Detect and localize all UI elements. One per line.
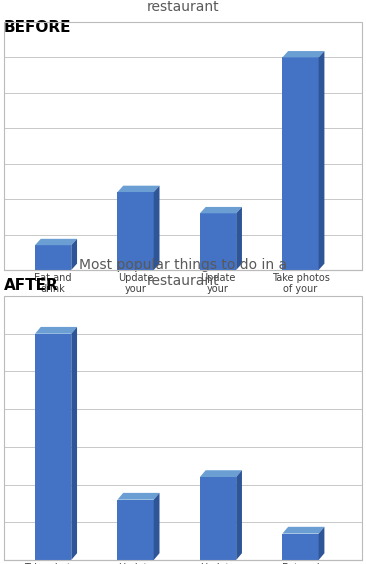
Polygon shape: [117, 192, 154, 270]
Polygon shape: [200, 477, 236, 560]
Title: Most popular things to do in a
restaurant: Most popular things to do in a restauran…: [79, 258, 287, 288]
Polygon shape: [319, 51, 324, 270]
Polygon shape: [35, 327, 77, 334]
Polygon shape: [236, 470, 242, 560]
Polygon shape: [35, 245, 71, 270]
Polygon shape: [154, 493, 160, 560]
Polygon shape: [282, 58, 319, 270]
Polygon shape: [117, 186, 160, 192]
Polygon shape: [282, 534, 319, 560]
Polygon shape: [200, 470, 242, 477]
Polygon shape: [200, 213, 236, 270]
Title: Most popular things to do in a
restaurant: Most popular things to do in a restauran…: [79, 0, 287, 14]
Polygon shape: [35, 239, 77, 245]
Polygon shape: [35, 334, 71, 560]
Text: BEFORE: BEFORE: [4, 20, 71, 35]
Text: AFTER: AFTER: [4, 278, 59, 293]
Polygon shape: [117, 500, 154, 560]
Polygon shape: [236, 207, 242, 270]
Polygon shape: [117, 493, 160, 500]
Polygon shape: [154, 186, 160, 270]
Polygon shape: [282, 527, 324, 534]
Polygon shape: [71, 327, 77, 560]
Polygon shape: [319, 527, 324, 560]
Polygon shape: [200, 207, 242, 213]
Polygon shape: [71, 239, 77, 270]
Polygon shape: [282, 51, 324, 58]
